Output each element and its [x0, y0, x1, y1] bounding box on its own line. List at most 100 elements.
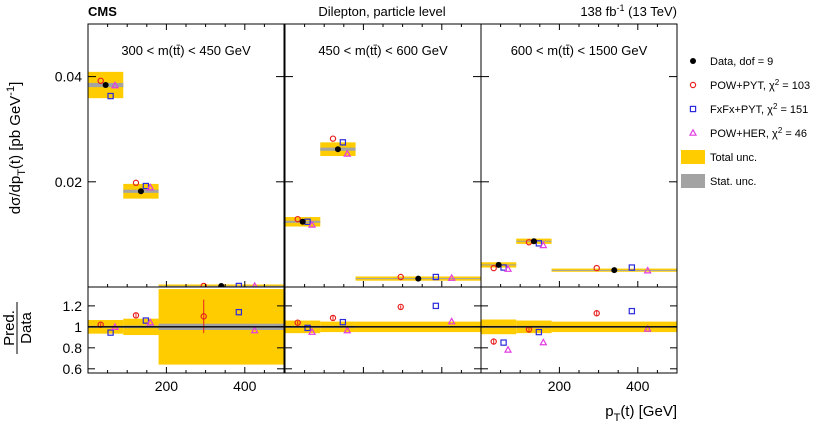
x-tick-label: 200 [155, 378, 179, 394]
panel-label: 600 < m(tt̄) < 1500 GeV [511, 43, 648, 58]
panel-3: 600 < m(tt̄) < 1500 GeV 200 400 [480, 23, 678, 394]
panel-2: 450 < m(tt̄) < 600 GeV [284, 23, 482, 374]
powpyt-point [132, 179, 140, 187]
legend-entry-stat: Stat. unc. [681, 174, 756, 188]
ratio-fxfxpyt-point [235, 308, 243, 316]
fxfxpyt-point [107, 92, 114, 100]
ratio-powher-point [308, 327, 317, 335]
x-axis-title: pT(t) [GeV] [605, 403, 677, 424]
legend-entry-powher: POW+HER, χ2 = 46 [688, 126, 807, 140]
powher-point [251, 281, 258, 287]
data-point [137, 188, 144, 195]
powpyt-point [397, 273, 404, 281]
powpyt-point [294, 215, 301, 223]
legend-label: POW+HER, χ2 = 46 [710, 126, 807, 140]
upper-frame [87, 23, 285, 288]
ratio-powher-point [146, 318, 155, 326]
data-point [218, 283, 225, 287]
ratio-y-tick-label: 0.8 [63, 340, 83, 356]
data-point [415, 275, 422, 282]
panel-label: 450 < m(tt̄) < 600 GeV [318, 43, 448, 58]
upper-y-axis-title: dσ/dpT(t) [pb GeV-1] [5, 82, 28, 215]
svg-text:Data: Data [18, 312, 35, 344]
legend-marker [688, 128, 698, 136]
ratio-fxfxpyt-point [107, 329, 114, 336]
legend-label: Total unc. [710, 152, 757, 164]
ratio-powpyt-point [200, 313, 207, 320]
legend-marker [690, 58, 696, 64]
ratio-plot-area [481, 307, 677, 353]
ratio-y-tick-label: 1 [74, 319, 82, 335]
ratio-powpyt-point [132, 312, 140, 319]
fxfxpyt-point [432, 273, 440, 281]
legend-entry-fxfxpyt: FxFx+PYT, χ2 = 151 [689, 102, 808, 116]
x-tick-label: 200 [548, 378, 572, 394]
data-point [530, 238, 537, 245]
powher-point [504, 264, 513, 272]
powher-point [643, 266, 652, 274]
powher-point [447, 273, 456, 281]
data-point [495, 261, 502, 268]
ratio-y-tick-label: 0.6 [63, 361, 83, 377]
powher-point [539, 241, 548, 249]
panel-label: 300 < m(tt̄) < 450 GeV [121, 43, 251, 58]
panel-1: 300 < m(tt̄) < 450 GeV 200 400 0.02 0.04 0.6 0… [55, 23, 285, 394]
channel-label: Dilepton, particle level [318, 4, 445, 19]
ratio-powpyt-point [593, 310, 600, 317]
fxfxpyt-point [535, 240, 543, 247]
ratio-y-axis-title: Pred. Data [1, 302, 35, 354]
upper-plot-area [481, 238, 677, 274]
upper-frame [480, 23, 678, 288]
legend: Data, dof = 9 POW+PYT, χ2 = 103 FxFx+PYT, … [681, 56, 810, 188]
legend-label: POW+PYT, χ2 = 103 [710, 78, 810, 92]
ratio-fxfxpyt-point [535, 328, 543, 336]
data-point [299, 218, 306, 225]
ratio-powher-point [504, 345, 513, 353]
powpyt-point [329, 135, 337, 142]
ratio-powher-point [343, 326, 352, 334]
ratio-fxfxpyt-point [432, 302, 440, 310]
x-tick-label: 400 [233, 378, 257, 394]
legend-entry-total: Total unc. [681, 150, 757, 164]
ratio-fxfxpyt-point [142, 317, 150, 324]
legend-label: FxFx+PYT, χ2 = 151 [710, 102, 808, 116]
powher-point [343, 149, 352, 157]
ratio-powher-point [539, 338, 548, 346]
svg-text:Pred.: Pred. [1, 310, 18, 346]
data-point [611, 267, 618, 274]
legend-marker [689, 105, 697, 113]
experiment-label: CMS [88, 4, 117, 19]
legend-entry-powpyt: POW+PYT, χ2 = 103 [689, 78, 810, 92]
powpyt-point [490, 264, 497, 272]
ratio-powpyt-point [329, 314, 337, 322]
lumi-label: 138 fb-1 (13 TeV) [580, 3, 677, 19]
legend-marker [689, 81, 697, 89]
legend-label: Stat. unc. [710, 176, 756, 188]
data-point [334, 146, 341, 153]
data-point [102, 82, 109, 89]
legend-label: Data, dof = 9 [710, 56, 773, 68]
ratio-powpyt-point [294, 319, 301, 326]
ratio-fxfxpyt-point [500, 339, 507, 346]
upper-frame [284, 23, 482, 288]
fxfxpyt-point [142, 182, 150, 190]
ratio-powpyt-point [397, 303, 404, 311]
panels: 300 < m(tt̄) < 450 GeV 200 400 0.02 0.04 0.6 0… [55, 23, 678, 394]
fxfxpyt-point [339, 139, 347, 146]
legend-total-swatch [681, 150, 705, 164]
y-tick-label: 0.04 [55, 69, 82, 85]
fxfxpyt-point [628, 264, 636, 271]
powher-point [111, 81, 120, 89]
ratio-fxfxpyt-point [628, 307, 636, 315]
ratio-powpyt-point [490, 338, 497, 345]
upper-plot-area [285, 135, 481, 282]
ratio-y-tick-label: 1.2 [63, 298, 83, 314]
y-tick-label: 0.02 [55, 174, 82, 190]
fxfxpyt-point [235, 282, 243, 287]
legend-stat-swatch [681, 174, 705, 188]
ratio-fxfxpyt-point [339, 318, 347, 326]
upper-plot-area [88, 71, 284, 287]
powpyt-point [200, 282, 207, 287]
ratio-fxfxpyt-point [304, 324, 311, 332]
